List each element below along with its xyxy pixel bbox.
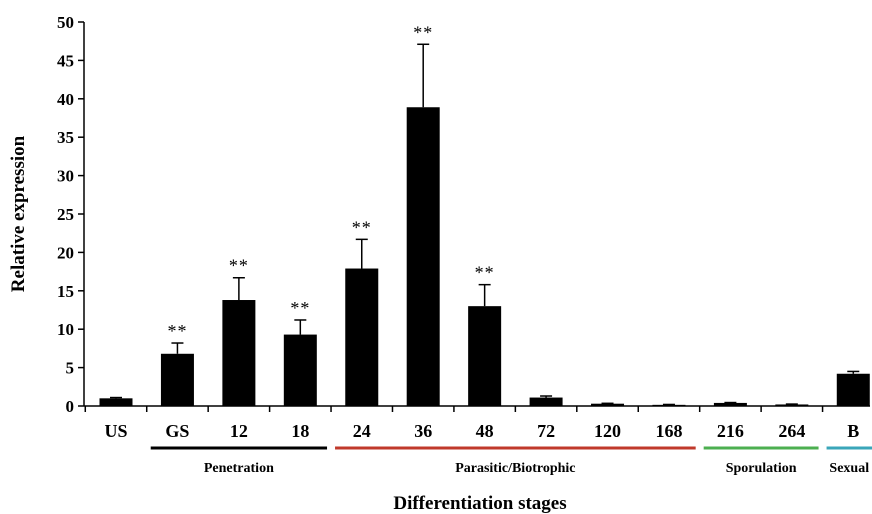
x-tick-label: 12 [230,421,248,441]
x-tick-label: 72 [537,421,555,441]
x-tick-label: 24 [353,421,371,441]
y-tick-label: 20 [57,243,74,262]
significance-label: ** [475,263,495,283]
stage-group-label: Penetration [204,461,274,476]
y-tick-label: 50 [57,13,74,32]
bar [836,373,870,406]
y-tick-label: 15 [57,282,74,301]
x-axis-label: Differentiation stages [393,493,566,514]
x-tick-label: 216 [717,421,744,441]
bar [652,404,686,406]
bar [406,107,440,407]
y-tick-label: 0 [66,397,75,416]
bar [222,300,256,406]
bar [160,353,194,406]
bar [713,402,747,406]
bar [775,404,809,406]
x-tick-label: 264 [778,421,805,441]
stage-group-label: Parasitic/Biotrophic [455,461,575,476]
x-tick-label: 120 [594,421,621,441]
y-tick-label: 40 [57,90,74,109]
significance-label: ** [229,256,249,276]
x-axis: US GS 12 18 24 36 48 72 120 168 216 264 B [84,405,870,441]
y-tick-label: 25 [57,205,74,224]
y-tick-label: 45 [57,51,74,70]
stage-groups: Penetration Parasitic/Biotrophic Sporulati… [150,446,872,476]
y-tick-label: 30 [57,167,74,186]
bar [468,306,502,406]
y-axis-label: Relative expression [8,135,29,292]
x-tick-label: 48 [476,421,494,441]
bar [345,268,379,406]
x-tick-label: 36 [414,421,432,441]
significance-label: ** [352,217,372,237]
bars: ** ** ** ** ** ** [99,22,870,407]
x-tick-label: US [104,421,127,441]
significance-label: ** [290,298,310,318]
y-tick-label: 35 [57,128,74,147]
significance-label: ** [167,321,187,341]
y-axis: 0 5 10 15 20 25 30 35 40 45 50 [57,13,85,416]
bar [529,397,563,406]
bar [283,334,317,406]
stage-group-label: Sexual [829,461,869,476]
significance-label: ** [413,22,433,42]
x-tick-label: GS [165,421,189,441]
bar [99,398,133,406]
y-tick-label: 5 [66,359,75,378]
bar [591,403,625,406]
stage-group-label: Sporulation [726,461,797,476]
x-tick-label: 168 [655,421,682,441]
x-tick-label: B [847,421,859,441]
x-tick-label: 18 [291,421,309,441]
y-tick-label: 10 [57,320,74,339]
